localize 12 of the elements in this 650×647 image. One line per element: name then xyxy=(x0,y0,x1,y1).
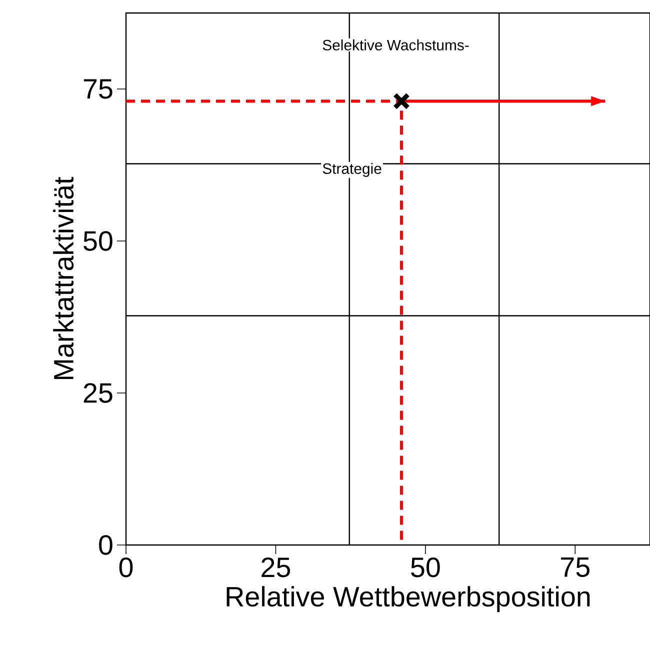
x-tick-label: 75 xyxy=(561,558,590,577)
y-tick-label: 25 xyxy=(84,383,112,403)
y-axis-title: Marktattraktivität xyxy=(53,176,74,380)
y-tick-label: 75 xyxy=(84,79,112,99)
x-tick-label: 50 xyxy=(411,558,440,578)
x-tick-label: 25 xyxy=(262,558,290,578)
y-tick-label: 50 xyxy=(84,231,112,251)
y-tick-label: 0 xyxy=(99,535,112,555)
x-tick-label: 0 xyxy=(119,558,133,578)
x-axis-title: Relative Wettbewerbsposition xyxy=(226,586,590,612)
annotation: Selektive Wachstums- xyxy=(322,39,469,50)
annotation: Strategie xyxy=(322,162,382,177)
